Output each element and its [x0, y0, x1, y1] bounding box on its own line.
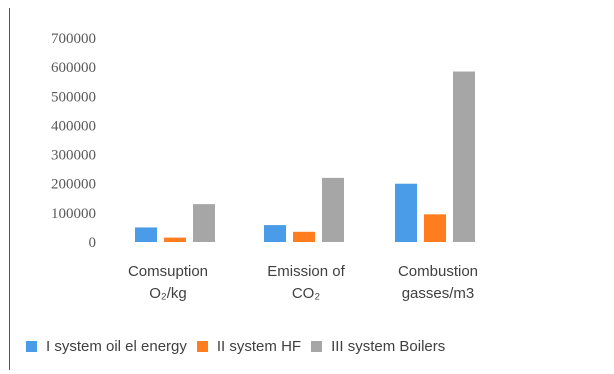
- legend-item: III system Boilers: [311, 338, 445, 355]
- y-tick-label: 500000: [51, 89, 96, 105]
- y-tick-label: 0: [89, 235, 97, 251]
- y-tick-label: 200000: [51, 177, 96, 193]
- y-axis-ticks: 0 100000 200000 300000 400000 500000 600000 700…: [51, 31, 96, 251]
- x-axis-labels: Comsuption O₂/kg Emission of CO₂ Combustion g…: [128, 263, 478, 302]
- bar: [164, 237, 186, 242]
- bar: [453, 71, 475, 242]
- legend-label: III system Boilers: [331, 338, 446, 355]
- x-category-label: Comsuption O₂/kg: [128, 263, 208, 302]
- legend-item: I system oil el energy: [26, 338, 187, 355]
- y-tick-label: 700000: [51, 31, 96, 47]
- legend-label: I system oil el energy: [46, 338, 187, 355]
- bar: [135, 227, 157, 242]
- bar: [424, 214, 446, 242]
- legend-item: II system HF: [196, 338, 302, 355]
- legend-label: II system HF: [216, 338, 302, 355]
- legend-swatch: [196, 341, 208, 352]
- legend-swatch: [26, 341, 37, 352]
- y-tick-label: 400000: [51, 118, 96, 134]
- x-category-label: Emission of CO₂: [267, 263, 345, 302]
- bar: [322, 177, 344, 242]
- y-tick-label: 600000: [51, 60, 96, 76]
- bar: [293, 231, 315, 242]
- bar: [264, 225, 286, 242]
- bars: [135, 71, 475, 242]
- legend-swatch: [311, 341, 323, 352]
- legend: I system oil el energy II system HF III sy…: [26, 338, 455, 355]
- y-tick-label: 300000: [51, 148, 96, 164]
- bar: [193, 204, 215, 242]
- bar-chart: 0 100000 200000 300000 400000 500000 600000 700…: [51, 31, 478, 302]
- x-category-label: Combustion gasses/m3: [398, 263, 478, 302]
- chart-frame-line: [9, 8, 10, 370]
- bar: [395, 183, 417, 242]
- y-tick-label: 100000: [51, 206, 96, 222]
